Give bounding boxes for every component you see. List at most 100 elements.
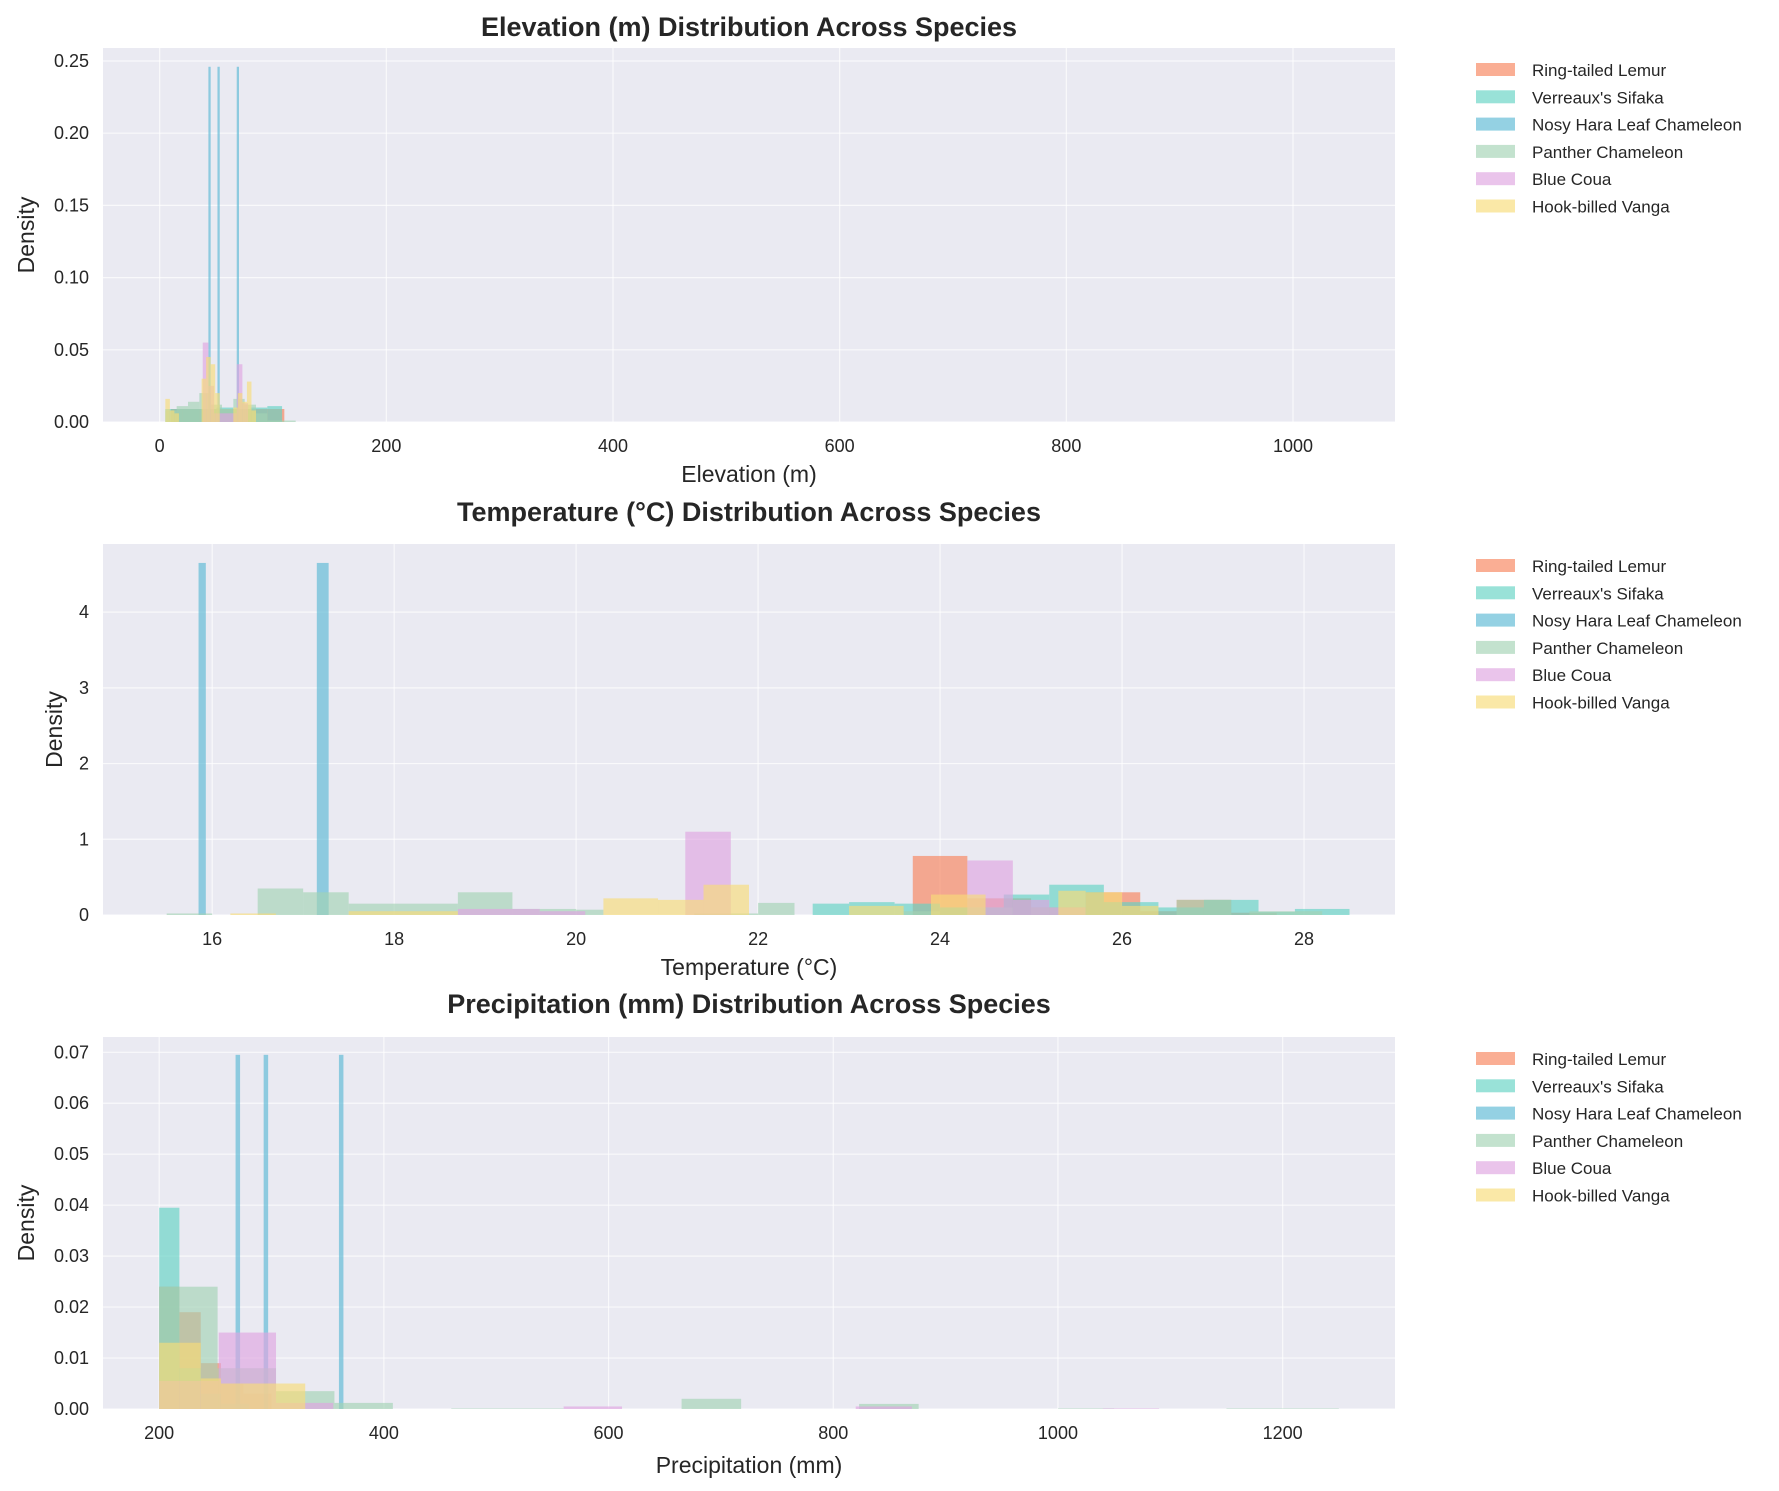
plot-area: [103, 544, 1395, 915]
y-tick-label: 0.02: [54, 1297, 89, 1317]
chart-title: Precipitation (mm) Distribution Across S…: [447, 989, 1051, 1019]
legend-swatch: [1476, 172, 1515, 186]
histogram-bar: [334, 1402, 393, 1409]
histogram-bar: [267, 406, 283, 422]
histogram-bar: [236, 66, 239, 422]
legend-label: Verreaux's Sifaka: [1532, 88, 1664, 107]
x-tick-label: 400: [598, 436, 628, 456]
x-tick-label: 20: [566, 929, 586, 949]
legend-label: Panther Chameleon: [1532, 1132, 1683, 1151]
legend-swatch: [1476, 1188, 1515, 1202]
histogram-bar: [348, 903, 458, 915]
legend-swatch: [1476, 63, 1515, 76]
legend-label: Ring-tailed Lemur: [1532, 1050, 1667, 1069]
x-tick-label: 600: [825, 436, 855, 456]
histogram-bar: [263, 1054, 269, 1409]
histogram-bar: [210, 364, 216, 422]
histogram-bar: [198, 562, 206, 915]
histogram-bar: [176, 406, 188, 422]
histogram-bar: [894, 903, 941, 915]
histogram-bar: [257, 888, 304, 915]
histogram-bar: [451, 1408, 564, 1409]
histogram-bar: [303, 892, 349, 915]
legend-label: Verreaux's Sifaka: [1532, 1077, 1664, 1096]
histogram-bar: [251, 410, 256, 422]
histogram-bar: [338, 1054, 344, 1409]
histogram-bar: [1294, 908, 1350, 915]
legend-label: Blue Coua: [1532, 170, 1612, 189]
legend-swatch: [1476, 586, 1515, 600]
legend-swatch: [1476, 199, 1515, 213]
y-tick-label: 0.10: [54, 268, 89, 288]
x-tick-label: 200: [144, 1423, 174, 1443]
legend-swatch: [1476, 117, 1515, 131]
legend-swatch: [1476, 1161, 1515, 1175]
histogram-bar: [256, 413, 268, 422]
legend-swatch: [1476, 559, 1515, 572]
histogram-bar: [201, 378, 207, 422]
legend-label: Nosy Hara Leaf Chameleon: [1532, 116, 1742, 135]
y-tick-label: 4: [79, 602, 89, 622]
histogram-bar: [576, 909, 604, 915]
histogram-bar: [217, 66, 220, 422]
precipitation-histogram: 200 400 600 800 1000 1200 0.00 0.01 0.02 0.03 0.04…: [13, 989, 1742, 1478]
legend-label: Panther Chameleon: [1532, 639, 1683, 658]
histogram-bar: [174, 413, 179, 422]
histogram-bar: [1085, 892, 1123, 915]
x-tick-label: 28: [1294, 929, 1314, 949]
histogram-bar: [206, 357, 211, 422]
legend-swatch: [1476, 1106, 1515, 1120]
y-tick-label: 0.06: [54, 1093, 89, 1113]
y-axis-label: Density: [13, 1184, 39, 1261]
x-tick-label: 400: [369, 1423, 399, 1443]
histogram-bar: [457, 908, 540, 915]
histogram-bar: [246, 381, 252, 422]
y-axis-label: Density: [41, 691, 67, 768]
histogram-bar: [758, 902, 795, 915]
legend-swatch: [1476, 695, 1515, 709]
y-tick-label: 0.04: [54, 1195, 89, 1215]
histogram-bar: [220, 1383, 306, 1409]
histogram-bar: [703, 884, 749, 915]
histogram-bar: [242, 401, 247, 422]
legend-swatch: [1476, 640, 1515, 654]
histogram-bar: [165, 398, 170, 422]
histogram-bar: [539, 911, 586, 915]
histogram-bar: [208, 66, 211, 422]
histogram-bar: [1057, 1408, 1115, 1409]
legend: Ring-tailed Lemur Verreaux's Sifaka Nosy H…: [1476, 61, 1742, 217]
histogram-bars: [166, 562, 1350, 915]
y-tick-label: 2: [79, 754, 89, 774]
x-tick-label: 600: [594, 1423, 624, 1443]
x-tick-label: 1000: [1038, 1423, 1078, 1443]
histogram-bars: [165, 66, 296, 422]
histogram-bar: [267, 420, 296, 422]
histogram-bar: [855, 1406, 912, 1409]
histogram-bar: [859, 1403, 919, 1409]
histogram-bar: [316, 562, 329, 915]
y-tick-label: 0: [79, 905, 89, 925]
histogram-bar: [200, 1378, 221, 1409]
histogram-bar: [1249, 911, 1323, 915]
x-tick-label: 24: [930, 929, 950, 949]
legend-swatch: [1476, 1052, 1515, 1065]
legend-label: Hook-billed Vanga: [1532, 1187, 1670, 1206]
histogram-bar: [230, 913, 276, 915]
histogram-bar: [237, 393, 243, 422]
x-tick-label: 1000: [1273, 436, 1313, 456]
y-tick-label: 0.05: [54, 340, 89, 360]
x-axis-label: Elevation (m): [681, 461, 816, 487]
histogram-bar: [603, 898, 659, 915]
x-tick-label: 18: [384, 929, 404, 949]
histogram-bar: [215, 393, 220, 422]
precipitation-panel: 200 400 600 800 1000 1200 0.00 0.01 0.02 0.03 0.04…: [0, 988, 1779, 1486]
x-tick-label: 16: [202, 929, 222, 949]
y-tick-label: 0.25: [54, 51, 89, 71]
legend-swatch: [1476, 613, 1515, 627]
histogram-bar: [169, 410, 175, 422]
y-tick-label: 0.05: [54, 1144, 89, 1164]
histogram-bar: [235, 1054, 241, 1409]
elevation-panel: 0 200 400 600 800 1000 0.00 0.05 0.10 0.15 0.20 0.2…: [0, 0, 1779, 490]
x-tick-label: 22: [748, 929, 768, 949]
elevation-histogram: 0 200 400 600 800 1000 0.00 0.05 0.10 0.15 0.20 0.2…: [13, 12, 1742, 487]
